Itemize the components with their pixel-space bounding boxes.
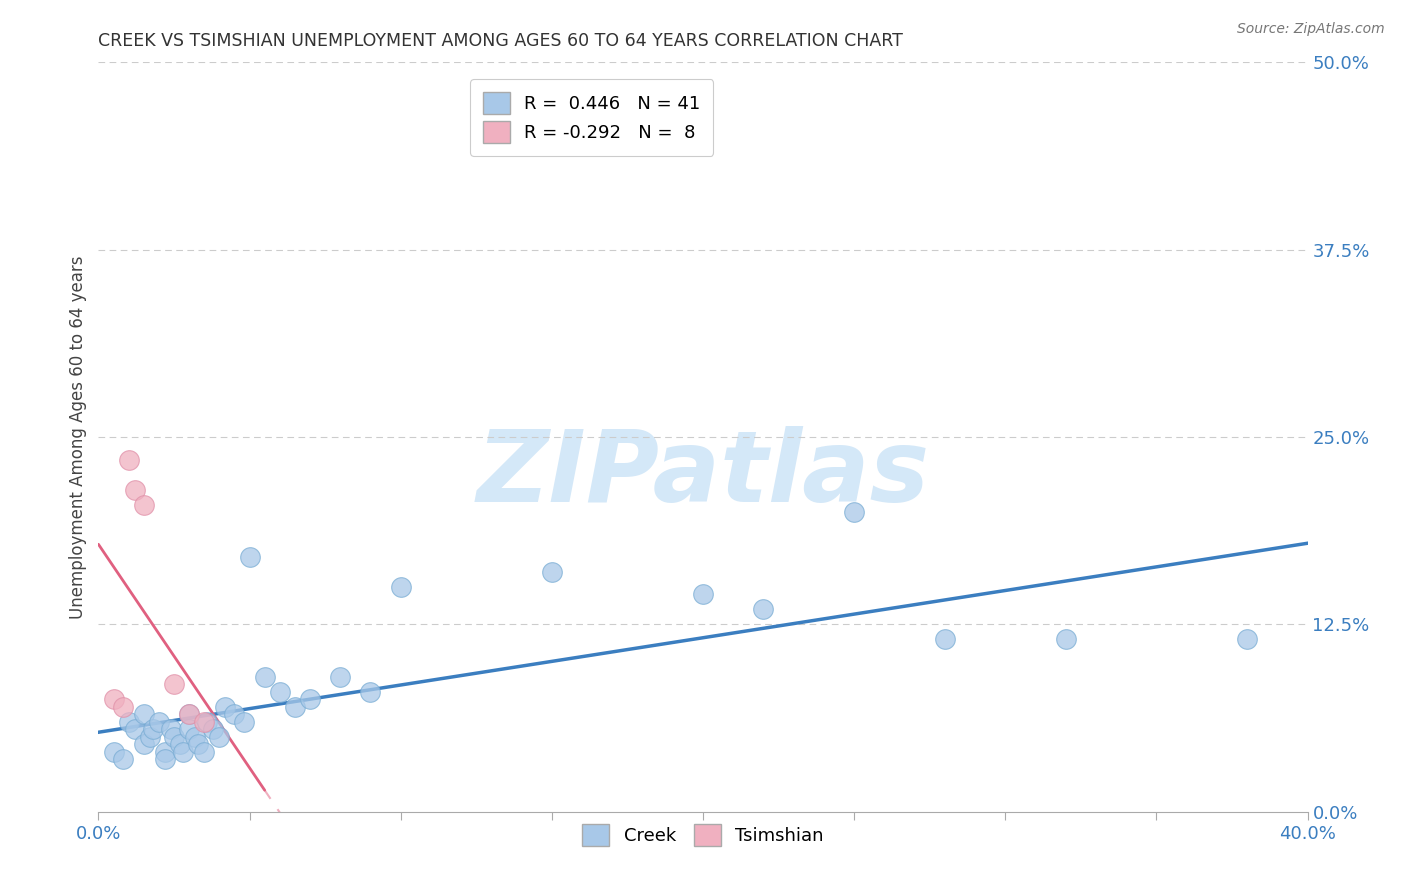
Point — [163, 677, 186, 691]
Point — [132, 498, 155, 512]
Point — [179, 707, 201, 722]
Point — [224, 707, 246, 722]
Point — [118, 452, 141, 467]
Point — [299, 692, 322, 706]
Point — [124, 723, 146, 737]
Point — [360, 685, 382, 699]
Y-axis label: Unemployment Among Ages 60 to 64 years: Unemployment Among Ages 60 to 64 years — [69, 255, 87, 619]
Point — [214, 699, 236, 714]
Point — [844, 505, 866, 519]
Point — [208, 730, 231, 744]
Point — [284, 699, 307, 714]
Point — [160, 723, 183, 737]
Point — [118, 714, 141, 729]
Point — [232, 714, 254, 729]
Point — [253, 670, 276, 684]
Point — [103, 692, 125, 706]
Point — [142, 723, 165, 737]
Text: ZIPatlas: ZIPatlas — [477, 426, 929, 523]
Point — [187, 737, 209, 751]
Point — [124, 483, 146, 497]
Point — [202, 723, 225, 737]
Point — [1236, 632, 1258, 647]
Point — [172, 745, 194, 759]
Point — [111, 752, 134, 766]
Point — [752, 602, 775, 616]
Point — [193, 745, 215, 759]
Point — [692, 587, 714, 601]
Point — [169, 737, 191, 751]
Point — [193, 714, 215, 729]
Point — [934, 632, 956, 647]
Point — [540, 565, 562, 579]
Point — [179, 707, 201, 722]
Point — [269, 685, 291, 699]
Text: Source: ZipAtlas.com: Source: ZipAtlas.com — [1237, 22, 1385, 37]
Point — [1054, 632, 1077, 647]
Point — [148, 714, 170, 729]
Point — [239, 549, 262, 564]
Point — [132, 737, 155, 751]
Point — [103, 745, 125, 759]
Point — [329, 670, 352, 684]
Point — [153, 752, 176, 766]
Point — [184, 730, 207, 744]
Point — [195, 714, 218, 729]
Text: CREEK VS TSIMSHIAN UNEMPLOYMENT AMONG AGES 60 TO 64 YEARS CORRELATION CHART: CREEK VS TSIMSHIAN UNEMPLOYMENT AMONG AG… — [98, 32, 903, 50]
Point — [389, 580, 412, 594]
Point — [111, 699, 134, 714]
Point — [132, 707, 155, 722]
Legend: Creek, Tsimshian: Creek, Tsimshian — [574, 815, 832, 855]
Point — [163, 730, 186, 744]
Point — [179, 723, 201, 737]
Point — [153, 745, 176, 759]
Point — [139, 730, 162, 744]
